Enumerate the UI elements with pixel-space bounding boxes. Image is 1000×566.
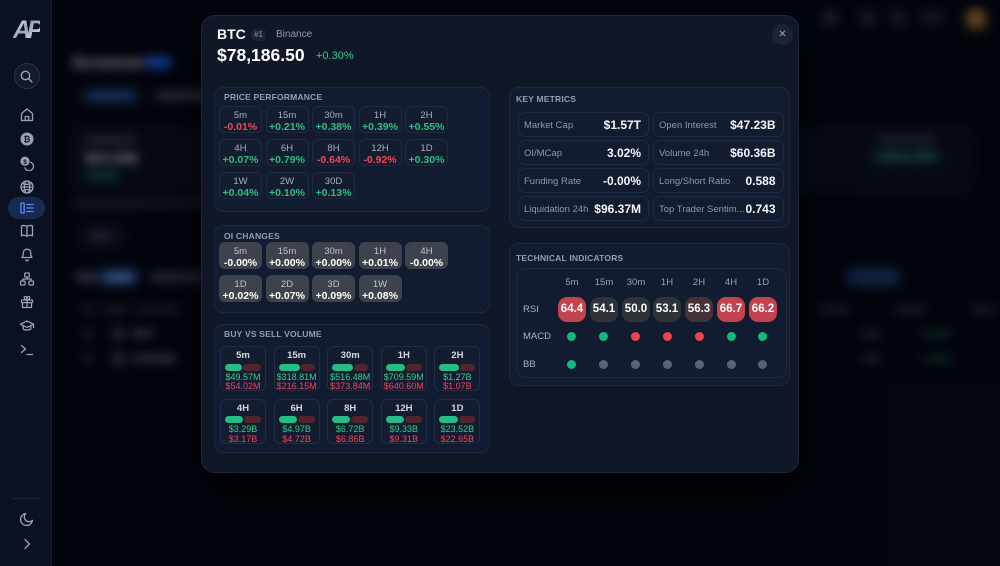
svg-text:₿: ₿ — [24, 134, 31, 144]
svg-text:$: $ — [23, 159, 27, 166]
